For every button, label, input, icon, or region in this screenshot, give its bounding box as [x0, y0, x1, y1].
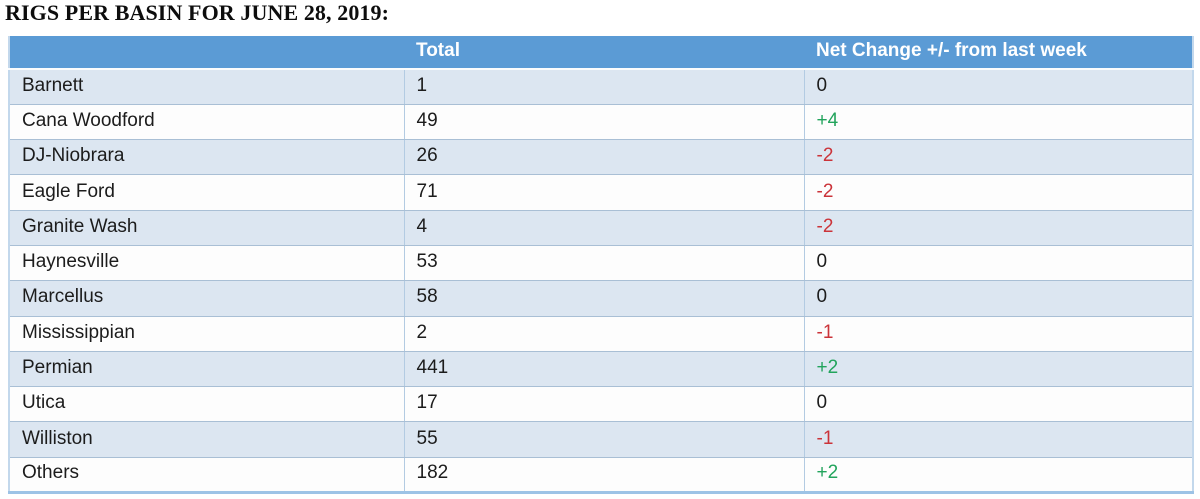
basin-cell: Utica: [9, 386, 404, 423]
basin-cell: Barnett: [9, 69, 404, 105]
table-row: Eagle Ford 71 -2: [9, 174, 1193, 211]
total-cell: 441: [403, 351, 804, 388]
total-cell: 17: [403, 386, 804, 423]
page-title: RIGS PER BASIN FOR JUNE 28, 2019:: [5, 0, 390, 25]
basin-cell: Haynesville: [9, 245, 404, 282]
table-row: Barnett 1 0: [9, 69, 1193, 105]
table-header: Total Net Change +/- from last week: [9, 36, 1193, 70]
basin-cell: Permian: [9, 351, 404, 388]
table-row: Mississippian 2 -1: [9, 316, 1193, 352]
net-change-cell: -1: [803, 316, 1193, 352]
basin-cell: Others: [9, 457, 404, 494]
rigs-per-basin-table: Total Net Change +/- from last week Barn…: [8, 36, 1194, 495]
basin-cell: DJ-Niobrara: [9, 139, 404, 176]
total-cell: 53: [403, 245, 804, 282]
total-cell: 182: [403, 457, 804, 494]
net-change-cell: -1: [803, 421, 1193, 458]
table-row: Haynesville 53 0: [9, 245, 1193, 282]
basin-cell: Williston: [9, 421, 404, 458]
basin-cell: Mississippian: [9, 316, 404, 352]
basin-cell: Eagle Ford: [9, 174, 404, 211]
table-row: Williston 55 -1: [9, 421, 1193, 458]
table-row: Cana Woodford 49 +4: [9, 104, 1193, 141]
table-row: Permian 441 +2: [9, 351, 1193, 388]
total-cell: 71: [403, 174, 804, 211]
table-row: Granite Wash 4 -2: [9, 210, 1193, 246]
total-cell: 49: [403, 104, 804, 141]
net-change-cell: 0: [803, 386, 1193, 423]
header-basin: [9, 36, 404, 70]
net-change-cell: +2: [803, 457, 1193, 494]
net-change-cell: 0: [803, 245, 1193, 282]
table-row: Marcellus 58 0: [9, 280, 1193, 317]
table-row: Utica 17 0: [9, 386, 1193, 423]
total-cell: 4: [403, 210, 804, 246]
net-change-cell: 0: [803, 69, 1193, 105]
basin-cell: Marcellus: [9, 280, 404, 317]
total-cell: 2: [403, 316, 804, 352]
total-cell: 1: [403, 69, 804, 105]
total-cell: 26: [403, 139, 804, 176]
net-change-cell: -2: [803, 210, 1193, 246]
table-row: Others 182 +2: [9, 457, 1193, 494]
rigs-table-body: Barnett 1 0 Cana Woodford 49 +4 DJ-Niobr…: [9, 69, 1193, 494]
header-total: Total: [404, 36, 804, 70]
total-cell: 58: [403, 280, 804, 317]
total-cell: 55: [403, 421, 804, 458]
basin-cell: Cana Woodford: [9, 104, 404, 141]
net-change-cell: +2: [803, 351, 1193, 388]
table-row: DJ-Niobrara 26 -2: [9, 139, 1193, 176]
net-change-cell: +4: [803, 104, 1193, 141]
header-row: Total Net Change +/- from last week: [9, 36, 1193, 70]
header-net-change: Net Change +/- from last week: [804, 36, 1193, 70]
net-change-cell: -2: [803, 139, 1193, 176]
net-change-cell: 0: [803, 280, 1193, 317]
basin-cell: Granite Wash: [9, 210, 404, 246]
net-change-cell: -2: [803, 174, 1193, 211]
